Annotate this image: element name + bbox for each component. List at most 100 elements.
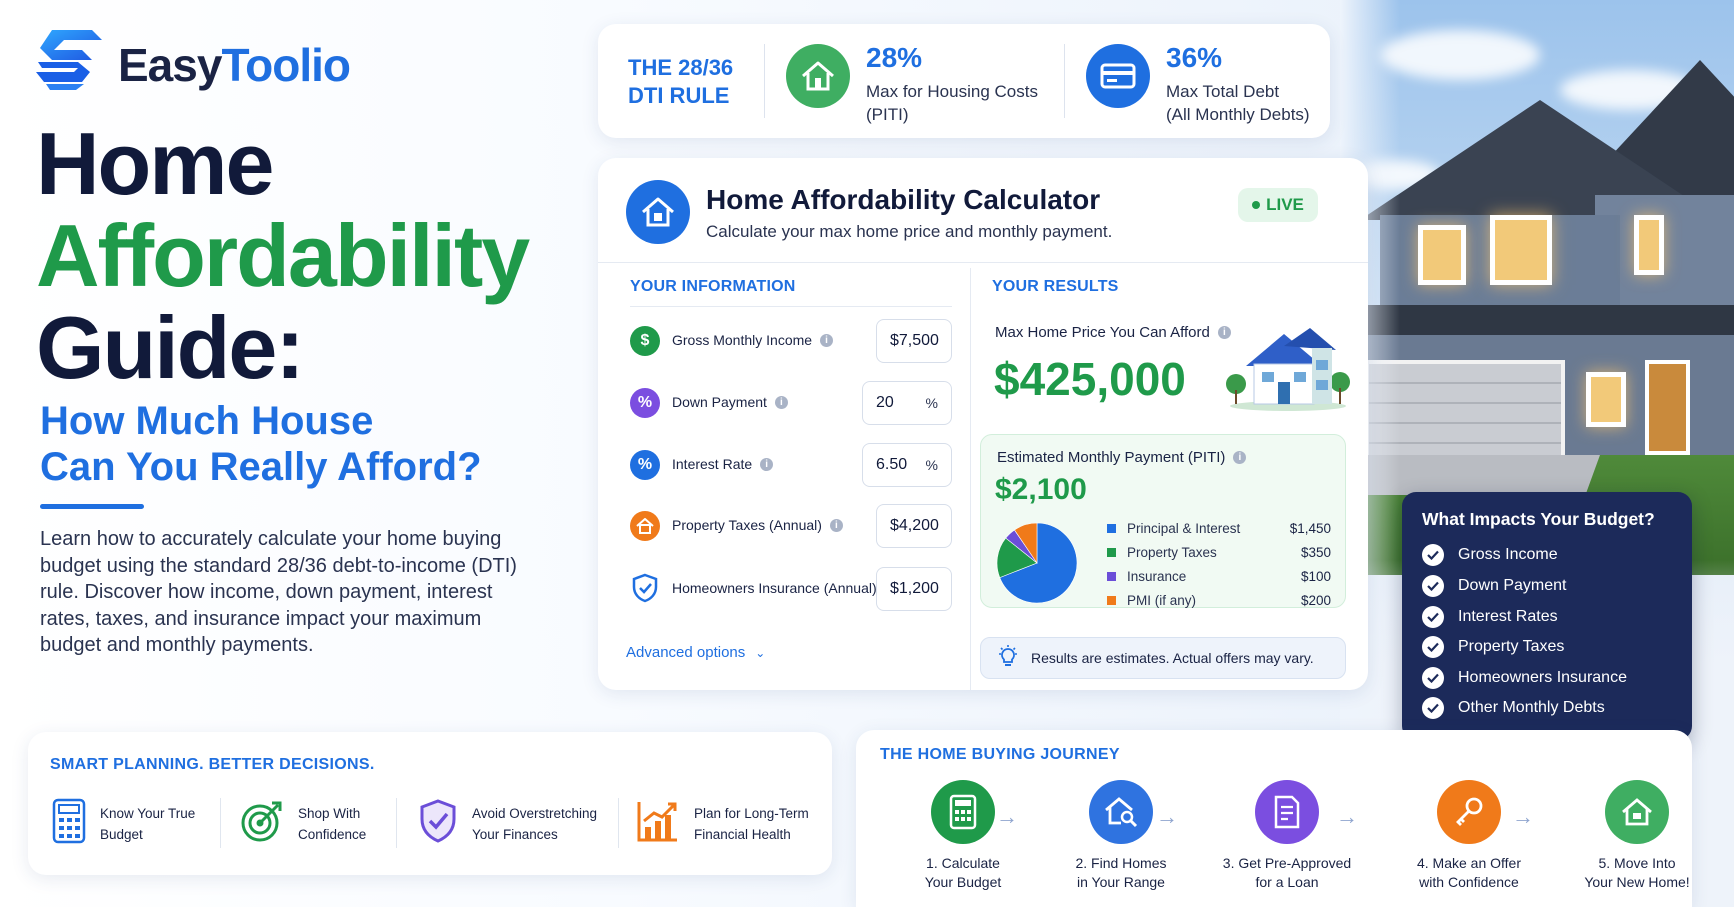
live-dot-icon (1252, 201, 1261, 209)
list-item: Shop With Confidence (240, 794, 366, 854)
smart-planning-card: SMART PLANNING. BETTER DECISIONS. Know Y… (28, 732, 832, 875)
check-icon (1422, 667, 1444, 689)
housing-label: Max for Housing Costs (PITI) (866, 82, 1038, 124)
dti-rule-title: THE 28/36 DTI RULE (628, 55, 734, 108)
info-icon[interactable]: i (1217, 326, 1231, 339)
journey-step-3: 3. Get Pre-Approved for a Loan (1212, 780, 1362, 892)
calculator-title: Home Affordability Calculator (706, 184, 1101, 215)
journey-step-1: 1. Calculate Your Budget (888, 780, 1038, 892)
check-icon (1422, 606, 1444, 628)
property-taxes-label: Property Taxes (Annual) i (672, 517, 843, 533)
monthly-payment-value: $2,100 (995, 473, 1087, 506)
interest-rate-input[interactable]: 6.50% (862, 443, 952, 487)
monthly-payment-panel: Estimated Monthly Payment (PITI) i $2,100… (980, 434, 1346, 608)
journey-step-5: 5. Move Into Your New Home! (1562, 780, 1712, 892)
live-badge: LIVE (1238, 188, 1318, 222)
arrow-right-icon: → (1512, 804, 1534, 829)
arrow-right-icon: → (1336, 804, 1358, 829)
percent-icon: % (630, 388, 660, 418)
impacts-title: What Impacts Your Budget? (1422, 509, 1655, 529)
calculator-icon (52, 798, 86, 850)
max-price-value: $425,000 (994, 353, 1186, 405)
housing-percentage: 28% (866, 42, 923, 73)
growth-chart-icon (636, 799, 680, 849)
legend-item: Principal & Interest $1,450 (1107, 521, 1331, 536)
target-icon (240, 799, 284, 849)
info-icon[interactable]: i (1233, 451, 1247, 464)
keys-icon (1437, 780, 1501, 844)
legend-item: Insurance $100 (1107, 569, 1331, 584)
arrow-right-icon: → (1156, 804, 1178, 829)
home-icon (626, 180, 690, 244)
journey-title: THE HOME BUYING JOURNEY (880, 746, 1120, 763)
journey-step-label: 2. Find Homes in Your Range (1075, 855, 1167, 890)
journey-step-4: 4. Make an Offer with Confidence (1394, 780, 1544, 892)
property-taxes-input[interactable]: $4,200 (876, 504, 952, 548)
info-icon[interactable]: i (820, 333, 834, 347)
info-icon[interactable]: i (774, 395, 788, 409)
your-results-title: YOUR RESULTS (992, 278, 1119, 295)
pie-slice-1 (999, 522, 1078, 604)
percent-icon: % (630, 450, 660, 480)
debt-percentage: 36% (1166, 42, 1223, 73)
budget-impacts-card: What Impacts Your Budget? Gross Income D… (1402, 492, 1692, 740)
down-payment-label: Down Payment i (672, 394, 788, 410)
list-item: Gross Income (1422, 544, 1558, 566)
affordability-calculator: Home Affordability Calculator Calculate … (598, 158, 1368, 690)
check-icon (1422, 544, 1444, 566)
dollar-icon: $ (630, 326, 660, 356)
payment-pie-chart (996, 522, 1078, 604)
journey-step-label: 3. Get Pre-Approved for a Loan (1222, 855, 1352, 890)
calculator-subtitle: Calculate your max home price and monthl… (706, 222, 1113, 241)
list-item: Plan for Long-Term Financial Health (636, 794, 809, 854)
journey-step-label: 5. Move Into Your New Home! (1584, 855, 1690, 890)
homeowners-insurance-input[interactable]: $1,200 (876, 567, 952, 611)
debt-label: Max Total Debt (All Monthly Debts) (1166, 82, 1310, 124)
list-item: Property Taxes (1422, 636, 1564, 658)
gross-income-label: Gross Monthly Income i (672, 332, 834, 348)
hero-title-line2: Affordability (36, 206, 530, 305)
legend-item: PMI (if any) $200 (1107, 593, 1331, 608)
down-payment-input[interactable]: 20% (862, 381, 952, 425)
house-icon (630, 511, 660, 541)
estimate-note: Results are estimates. Actual offers may… (980, 637, 1346, 679)
check-icon (1422, 636, 1444, 658)
easytoolio-logo-icon (36, 30, 102, 90)
hero-subtitle: How Much House Can You Really Afford? (40, 399, 482, 489)
max-price-label: Max Home Price You Can Afford i (995, 324, 1231, 341)
shield-icon (630, 573, 660, 603)
home-icon (1605, 780, 1669, 844)
house-illustration-icon (1226, 328, 1350, 411)
dti-rule-card: THE 28/36 DTI RULE 28% Max for Housing C… (598, 24, 1330, 138)
hero-title-line3: Guide: (36, 298, 305, 397)
list-item: Other Monthly Debts (1422, 697, 1605, 719)
home-buying-journey-card: THE HOME BUYING JOURNEY 1. Calculate Your… (856, 730, 1692, 907)
info-icon[interactable]: i (760, 457, 774, 471)
journey-step-label: 1. Calculate Your Budget (924, 855, 1002, 890)
advanced-options-toggle[interactable]: Advanced options ⌄ (626, 644, 766, 661)
info-icon[interactable]: i (829, 518, 843, 532)
gross-income-input[interactable]: $7,500 (876, 319, 952, 363)
calculator-icon (931, 780, 995, 844)
interest-rate-label: Interest Rate i (672, 456, 774, 472)
check-icon (1422, 697, 1444, 719)
shield-check-icon (418, 799, 458, 849)
hero-description: Learn how to accurately calculate your h… (40, 528, 517, 656)
smart-planning-title: SMART PLANNING. BETTER DECISIONS. (50, 756, 375, 773)
list-item: Down Payment (1422, 575, 1567, 597)
hero-divider (40, 504, 144, 509)
document-icon (1255, 780, 1319, 844)
monthly-payment-label: Estimated Monthly Payment (PITI) i (997, 449, 1247, 466)
your-information-title: YOUR INFORMATION (630, 278, 796, 295)
brand-name: EasyToolio (118, 39, 351, 91)
lightbulb-icon (997, 644, 1019, 672)
credit-card-icon (1086, 44, 1150, 108)
arrow-right-icon: → (996, 804, 1018, 829)
homeowners-insurance-label: Homeowners Insurance (Annual) (672, 580, 877, 596)
list-item: Homeowners Insurance (1422, 667, 1627, 689)
pie-slice-4 (1014, 522, 1038, 564)
hero-title-line1: Home (36, 114, 274, 213)
chevron-down-icon: ⌄ (755, 645, 766, 660)
legend-item: Property Taxes $350 (1107, 545, 1331, 560)
check-icon (1422, 575, 1444, 597)
